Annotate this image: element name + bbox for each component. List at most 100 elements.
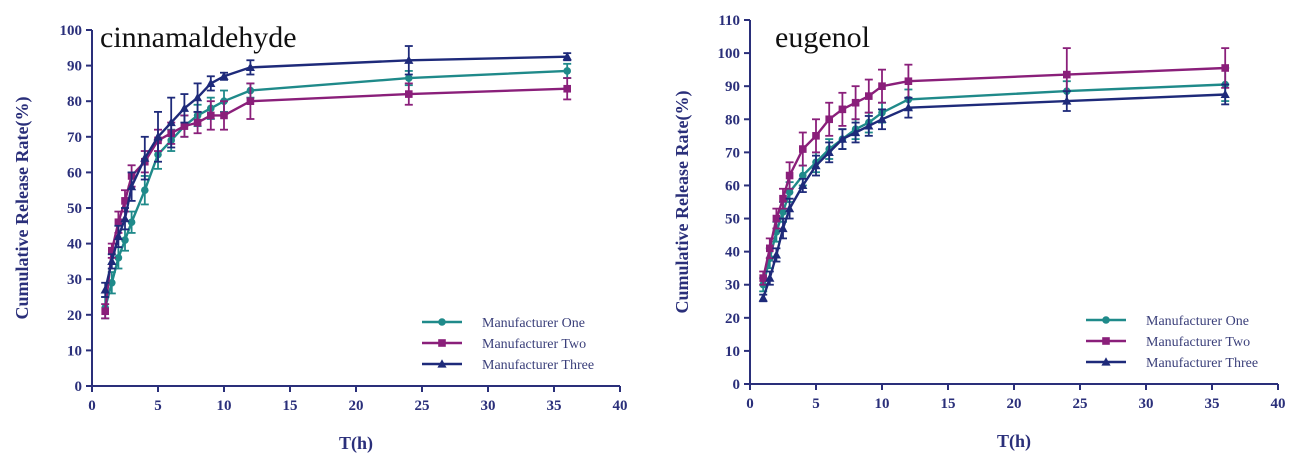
x-tick-label: 35 xyxy=(1205,396,1220,412)
data-point xyxy=(140,153,150,162)
data-point xyxy=(785,188,794,196)
y-axis-title: Cumulative Release Rate(%) xyxy=(12,97,33,320)
data-point xyxy=(405,90,413,98)
x-tick-label: 5 xyxy=(154,398,162,414)
x-tick-label: 20 xyxy=(1007,396,1022,412)
data-point xyxy=(563,67,571,75)
data-point xyxy=(825,115,833,124)
y-tick-label: 110 xyxy=(718,13,740,29)
data-point xyxy=(1221,64,1229,72)
data-point xyxy=(824,147,834,156)
y-tick-label: 70 xyxy=(67,130,82,146)
x-tick-label: 30 xyxy=(1139,396,1154,412)
data-point xyxy=(207,111,215,120)
legend-marker xyxy=(1102,316,1110,324)
x-tick-label: 40 xyxy=(1271,396,1286,412)
y-tick-label: 0 xyxy=(733,377,741,393)
data-point xyxy=(779,208,787,216)
legend-entry: Manufacturer One xyxy=(422,316,585,331)
x-tick-label: 25 xyxy=(1073,396,1088,412)
legend-marker xyxy=(438,318,446,326)
data-point xyxy=(798,180,808,190)
y-tick-label: 100 xyxy=(60,23,83,39)
x-tick-label: 10 xyxy=(875,396,890,412)
data-point xyxy=(113,231,123,241)
x-tick-label: 15 xyxy=(283,398,298,414)
legend-entry: Manufacturer Three xyxy=(1086,356,1258,371)
data-point xyxy=(219,71,229,80)
chart-panel-2: 0 10 20 30 40 50 60 70 80 90 100 110 0 5 10 15 20 25 30 35 4… xyxy=(672,13,1286,452)
y-tick-label: 100 xyxy=(718,46,741,62)
y-tick-label: 30 xyxy=(67,272,82,288)
legend-marker xyxy=(437,359,447,368)
data-point xyxy=(245,62,255,71)
data-point xyxy=(864,121,874,130)
data-point xyxy=(153,132,163,141)
series-line xyxy=(762,93,1226,299)
legend-entry: Manufacturer Two xyxy=(1086,335,1250,350)
data-point xyxy=(193,92,203,102)
chart-title: cinnamaldehyde xyxy=(100,21,297,54)
data-point xyxy=(1062,96,1072,105)
y-tick-label: 40 xyxy=(67,237,82,253)
data-point xyxy=(865,92,873,100)
chart-panel-1: 0 10 20 30 40 50 60 70 80 90 100 0 5 10 15 20 25 30 35 40 T(… xyxy=(12,21,628,454)
chart-title: eugenol xyxy=(775,21,870,54)
y-tick-label: 0 xyxy=(75,379,83,395)
data-point xyxy=(562,51,572,61)
legend-label: Manufacturer Three xyxy=(1146,356,1258,371)
data-point xyxy=(811,160,821,170)
data-point xyxy=(765,273,775,282)
y-tick-label: 50 xyxy=(67,201,82,217)
x-tick-label: 20 xyxy=(349,398,364,414)
data-point xyxy=(812,132,820,140)
data-point xyxy=(100,285,110,294)
series-line xyxy=(104,69,568,309)
data-point xyxy=(766,244,774,253)
series-line xyxy=(762,66,1226,279)
series-line xyxy=(762,83,1226,285)
y-tick-label: 90 xyxy=(67,59,82,75)
data-point xyxy=(785,203,795,213)
data-point xyxy=(246,97,255,105)
data-point xyxy=(141,186,149,194)
x-axis-title: T(h) xyxy=(997,431,1031,452)
legend-entry: Manufacturer Three xyxy=(422,358,594,373)
data-point xyxy=(121,197,129,205)
y-tick-label: 90 xyxy=(725,79,740,95)
data-point xyxy=(193,118,202,127)
x-axis-title: T(h) xyxy=(339,433,373,454)
legend-marker xyxy=(1101,357,1111,366)
y-tick-label: 80 xyxy=(67,94,82,110)
x-tick-label: 10 xyxy=(217,398,232,414)
data-point xyxy=(120,213,130,223)
data-point xyxy=(114,218,123,227)
data-point xyxy=(114,254,123,262)
y-axis-title: Cumulative Release Rate(%) xyxy=(672,91,693,314)
series-manufacturer-three xyxy=(100,45,572,298)
legend-label: Manufacturer One xyxy=(482,316,585,331)
y-tick-label: 70 xyxy=(725,145,740,161)
data-point xyxy=(405,74,413,82)
data-point xyxy=(851,127,861,137)
y-tick-label: 10 xyxy=(725,344,740,360)
legend-entry: Manufacturer Two xyxy=(422,337,586,352)
data-point xyxy=(107,256,117,265)
y-tick-label: 20 xyxy=(67,308,82,324)
data-point xyxy=(799,145,807,153)
legend-marker xyxy=(438,339,446,347)
data-point xyxy=(778,223,788,233)
data-point xyxy=(121,236,129,244)
data-point xyxy=(799,171,807,180)
y-tick-label: 60 xyxy=(67,165,82,181)
data-point xyxy=(878,82,886,90)
data-point xyxy=(404,55,414,64)
y-tick-label: 60 xyxy=(725,178,740,194)
data-point xyxy=(771,250,781,259)
series-manufacturer-two xyxy=(759,47,1230,286)
data-point xyxy=(108,246,116,255)
data-point xyxy=(108,278,116,287)
series-manufacturer-one xyxy=(759,67,1230,293)
y-tick-label: 30 xyxy=(725,278,740,294)
